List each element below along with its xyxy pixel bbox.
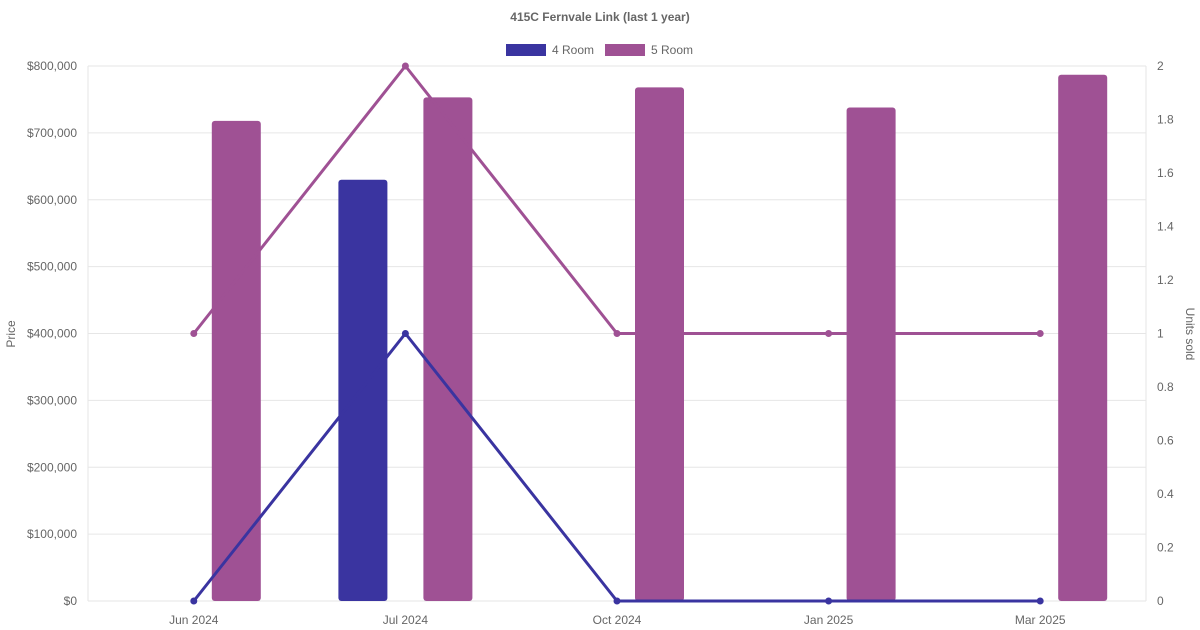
bar-5-room[interactable] xyxy=(211,120,261,602)
legend-item-4-room[interactable]: 4 Room xyxy=(506,43,594,57)
y-left-tick-label: $600,000 xyxy=(27,193,77,207)
bar-4-room[interactable] xyxy=(338,179,388,601)
y-right-tick-label: 0.4 xyxy=(1157,487,1174,501)
x-tick-label: Jan 2025 xyxy=(804,613,854,627)
point-4-room[interactable] xyxy=(1036,597,1044,605)
x-tick-label: Mar 2025 xyxy=(1015,613,1066,627)
bar-5-room[interactable] xyxy=(1058,74,1108,602)
y-left-tick-label: $400,000 xyxy=(27,327,77,341)
y-right-axis-title: Units sold xyxy=(1183,308,1197,361)
legend: 4 Room 5 Room xyxy=(506,43,693,57)
y-right-tick-label: 0 xyxy=(1157,594,1164,608)
y-left-tick-label: $800,000 xyxy=(27,59,77,73)
x-tick-label: Jul 2024 xyxy=(383,613,429,627)
x-tick-label: Jun 2024 xyxy=(169,613,219,627)
bar-5-room[interactable] xyxy=(423,97,473,602)
y-right-tick-label: 0.2 xyxy=(1157,541,1174,555)
y-right-tick-label: 1 xyxy=(1157,327,1164,341)
point-5-room[interactable] xyxy=(613,330,621,337)
y-left-tick-label: $500,000 xyxy=(27,260,77,274)
y-left-tick-label: $300,000 xyxy=(27,393,77,407)
bar-series xyxy=(211,74,1108,602)
x-tick-label: Oct 2024 xyxy=(593,613,642,627)
bar-5-room[interactable] xyxy=(635,87,684,601)
point-4-room[interactable] xyxy=(190,597,198,605)
point-5-room[interactable] xyxy=(190,330,198,337)
y-left-tick-label: $0 xyxy=(64,594,78,608)
point-5-room[interactable] xyxy=(1036,330,1044,337)
line-series xyxy=(190,62,1044,605)
point-5-room[interactable] xyxy=(825,330,833,337)
legend-swatch-4-room xyxy=(506,44,546,56)
y-right-tick-label: 1.8 xyxy=(1157,113,1174,127)
y-right-tick-label: 1.4 xyxy=(1157,220,1174,234)
bar-5-room[interactable] xyxy=(846,107,896,602)
point-4-room[interactable] xyxy=(401,330,409,337)
y-right-tick-labels: 0 0.2 0.4 0.6 0.8 1 1.2 1.4 1.6 1.8 2 xyxy=(1157,59,1174,608)
y-right-tick-label: 1.6 xyxy=(1157,166,1174,180)
y-right-tick-label: 0.8 xyxy=(1157,380,1174,394)
legend-swatch-5-room xyxy=(605,44,645,56)
y-right-tick-label: 1.2 xyxy=(1157,273,1174,287)
chart-title: 415C Fernvale Link (last 1 year) xyxy=(510,10,689,24)
y-right-tick-label: 0.6 xyxy=(1157,434,1174,448)
x-tick-labels: Jun 2024 Jul 2024 Oct 2024 Jan 2025 Mar 2025 xyxy=(169,613,1066,627)
legend-item-5-room[interactable]: 5 Room xyxy=(605,43,693,57)
legend-label-5-room: 5 Room xyxy=(651,43,693,57)
legend-label-4-room: 4 Room xyxy=(552,43,594,57)
point-4-room[interactable] xyxy=(613,597,621,605)
y-left-tick-label: $700,000 xyxy=(27,126,77,140)
y-left-axis-title: Price xyxy=(4,320,18,348)
point-4-room[interactable] xyxy=(825,597,833,605)
y-left-tick-label: $100,000 xyxy=(27,527,77,541)
y-left-tick-labels: $0 $100,000 $200,000 $300,000 $400,000 $500,0… xyxy=(27,59,77,608)
y-right-tick-label: 2 xyxy=(1157,59,1164,73)
point-5-room[interactable] xyxy=(401,62,409,70)
y-left-tick-label: $200,000 xyxy=(27,460,77,474)
